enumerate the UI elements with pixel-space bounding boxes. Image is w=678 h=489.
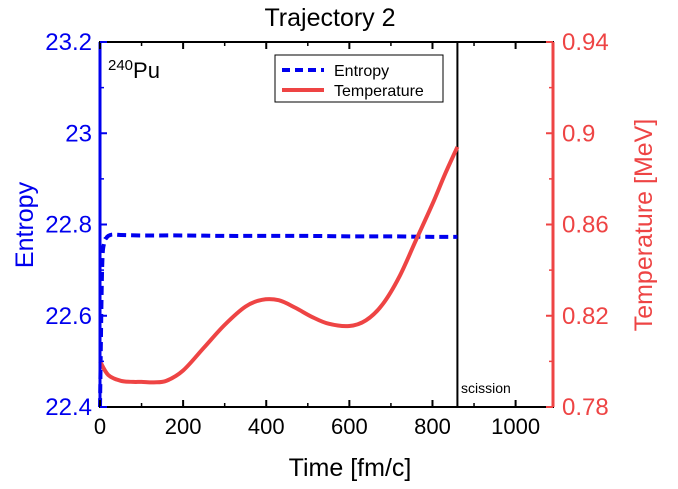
left-y-tick-label: 22.4 — [45, 394, 92, 421]
legend-label-temperature: Temperature — [334, 83, 424, 100]
ticks: 0 200 400 600 800 1000 22.4 22.6 22.8 23 23.2 0.78 0… — [45, 29, 608, 439]
left-y-tick-label: 23.2 — [45, 29, 92, 56]
x-tick-label: 1000 — [491, 414, 540, 439]
series-line-entropy — [98, 232, 458, 408]
scission-label: scission — [461, 380, 511, 396]
series-line-temperature — [98, 146, 460, 385]
nuclide-mass-number: 240 — [108, 57, 133, 74]
plot-area — [98, 42, 460, 408]
x-tick-label: 0 — [94, 414, 106, 439]
nuclide-symbol: Pu — [133, 58, 160, 83]
right-y-tick-label: 0.9 — [562, 120, 595, 147]
legend-label-entropy: Entropy — [334, 63, 389, 80]
right-y-tick-label: 0.82 — [562, 303, 609, 330]
x-tick-label: 200 — [165, 414, 202, 439]
left-y-tick-label: 22.8 — [45, 212, 92, 239]
right-y-tick-label: 0.78 — [562, 394, 609, 421]
right-y-axis-label: Temperature [MeV] — [630, 119, 658, 332]
x-axis-label: Time [fm/c] — [289, 454, 412, 482]
left-y-axis-label: Entropy — [11, 181, 39, 268]
legend: Entropy Temperature — [274, 54, 444, 103]
right-y-tick-label: 0.86 — [562, 212, 609, 239]
left-y-tick-label: 23 — [65, 120, 92, 147]
right-y-tick-label: 0.94 — [562, 29, 609, 56]
legend-box — [274, 54, 444, 103]
nuclide-annotation: 240Pu — [108, 57, 160, 83]
left-y-tick-label: 22.6 — [45, 303, 92, 330]
chart-title: Trajectory 2 — [264, 4, 395, 32]
x-tick-label: 400 — [248, 414, 285, 439]
x-tick-label: 600 — [331, 414, 368, 439]
x-tick-label: 800 — [414, 414, 451, 439]
